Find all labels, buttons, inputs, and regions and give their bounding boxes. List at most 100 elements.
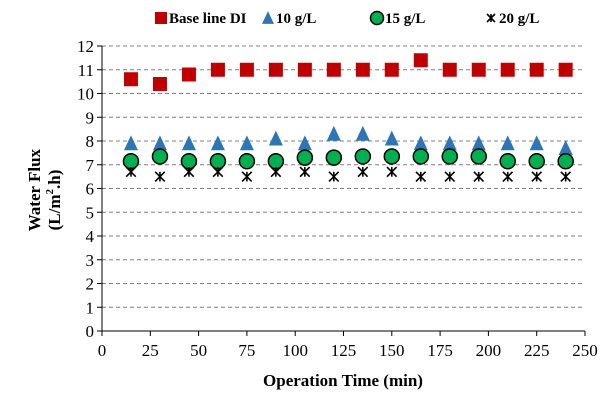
legend-label-base-line-di: Base line DI (169, 11, 247, 27)
x-tick-label: 50 (190, 341, 207, 360)
y-axis-title-line2: (L/m (45, 194, 64, 230)
x-tick-label: 100 (282, 341, 308, 360)
point-15-g-l (412, 148, 430, 165)
point-15-g-l (325, 149, 343, 166)
point-15-g-l (296, 149, 314, 166)
point-10-g-l (355, 125, 370, 141)
point-15-g-l (209, 152, 227, 170)
y-tick-label: 2 (86, 275, 95, 294)
y-tick-label: 7 (86, 156, 95, 175)
x-tick-labels: 0 25 50 75 100 125 150 175 200 225 250 (98, 341, 598, 360)
y-tick-label: 6 (86, 180, 95, 199)
y-axis-title: Water Flux (L/m2.h) (25, 145, 64, 232)
legend-item-base-line-di: Base line DI (155, 11, 247, 27)
point-10-g-l (471, 135, 486, 151)
point-10-g-l (268, 130, 283, 146)
point-base-line-di (413, 53, 428, 68)
grid-lines (102, 45, 585, 308)
point-10-g-l (529, 135, 544, 151)
point-15-g-l (151, 148, 169, 165)
point-15-g-l (528, 152, 545, 170)
legend-marker-10-g-l (262, 11, 274, 24)
point-10-g-l (239, 135, 254, 151)
point-base-line-di (210, 62, 225, 77)
y-axis-title-superscript: 2 (44, 188, 56, 194)
point-10-g-l (123, 135, 138, 151)
point-10-g-l (297, 135, 312, 151)
x-tick-label: 0 (98, 341, 107, 360)
point-10-g-l (152, 135, 167, 151)
legend-label-15-g-l: 15 g/L (385, 11, 425, 27)
point-base-line-di (297, 62, 312, 77)
point-10-g-l (413, 135, 428, 151)
y-tick-label: 8 (86, 132, 95, 151)
point-20-g-l (183, 166, 195, 178)
x-tick-label: 175 (427, 341, 453, 360)
legend-item-10-g-l: 10 g/L (262, 11, 316, 27)
y-tick-label: 11 (78, 61, 94, 80)
point-10-g-l (384, 130, 399, 146)
point-base-line-di (384, 62, 399, 77)
y-tick-label: 0 (86, 322, 95, 341)
point-20-g-l (212, 166, 224, 178)
point-20-g-l (299, 166, 311, 178)
data-points (122, 53, 574, 182)
y-tick-label: 10 (77, 85, 94, 104)
point-20-g-l (154, 171, 166, 182)
x-tick-label: 25 (142, 341, 159, 360)
point-base-line-di (529, 62, 544, 77)
legend-label-20-g-l: 20 g/L (499, 11, 539, 27)
point-10-g-l (210, 135, 225, 151)
y-tick-label: 5 (86, 203, 95, 222)
point-15-g-l (267, 152, 285, 170)
point-20-g-l (502, 171, 514, 182)
point-20-g-l (386, 166, 398, 178)
point-base-line-di (326, 62, 341, 77)
legend: Base line DI 10 g/L 15 g/L 20 g/L (155, 10, 539, 27)
point-15-g-l (354, 148, 372, 165)
point-15-g-l (499, 152, 516, 170)
legend-label-10-g-l: 10 g/L (276, 11, 316, 27)
x-tick-label: 75 (238, 341, 255, 360)
point-10-g-l (326, 125, 341, 141)
point-base-line-di (558, 62, 573, 77)
point-20-g-l (357, 166, 369, 178)
point-20-g-l (473, 171, 485, 182)
point-10-g-l (558, 140, 573, 155)
legend-item-15-g-l: 15 g/L (369, 10, 425, 27)
point-base-line-di (152, 77, 167, 91)
legend-item-20-g-l: 20 g/L (486, 11, 539, 27)
point-base-line-di (123, 72, 138, 87)
point-base-line-di (268, 62, 283, 77)
point-20-g-l (241, 171, 253, 182)
point-20-g-l (125, 166, 137, 178)
point-base-line-di (355, 62, 370, 77)
point-base-line-di (181, 67, 196, 82)
point-15-g-l (557, 152, 574, 170)
point-20-g-l (560, 171, 572, 182)
point-20-g-l (270, 166, 282, 178)
y-axis-title-unit-end: .h) (45, 170, 64, 189)
y-tick-label: 4 (86, 227, 95, 246)
point-15-g-l (238, 152, 256, 170)
point-15-g-l (383, 148, 401, 165)
legend-marker-base-line-di (155, 12, 167, 24)
y-tick-label: 1 (86, 298, 95, 317)
point-20-g-l (415, 171, 427, 182)
point-10-g-l (181, 135, 196, 151)
point-base-line-di (442, 62, 457, 77)
axes (97, 45, 586, 336)
point-15-g-l (441, 148, 459, 165)
x-tick-label: 150 (379, 341, 405, 360)
point-20-g-l (328, 171, 340, 182)
point-15-g-l (470, 148, 487, 165)
x-tick-label: 200 (476, 341, 502, 360)
point-20-g-l (531, 171, 543, 182)
y-axis-title-line1: Water Flux (25, 148, 44, 231)
x-axis-title: Operation Time (min) (263, 371, 423, 390)
point-base-line-di (471, 62, 486, 77)
x-tick-label: 125 (331, 341, 357, 360)
x-tick-label: 225 (524, 341, 550, 360)
